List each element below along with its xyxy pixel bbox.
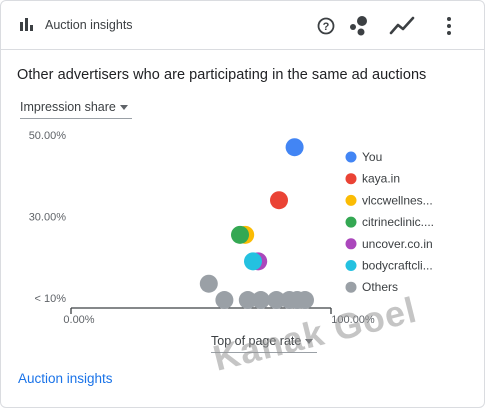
data-point xyxy=(251,291,270,310)
legend-label: bodycraftcli... xyxy=(362,259,433,273)
card-title: Auction insights xyxy=(45,18,133,32)
legend-label: You xyxy=(362,150,382,164)
more-vert-icon[interactable] xyxy=(436,13,462,39)
y-tick-label: 50.00% xyxy=(29,130,67,142)
legend-label: vlccwellnes... xyxy=(362,193,433,207)
legend-marker xyxy=(345,194,357,206)
y-metric-label: Impression share xyxy=(20,100,116,114)
legend-marker xyxy=(345,281,357,293)
x-metric-dropdown[interactable]: Top of page rate xyxy=(211,334,318,353)
data-point xyxy=(285,138,304,157)
chevron-down-icon xyxy=(119,105,128,111)
data-point xyxy=(199,274,218,293)
legend-marker xyxy=(345,216,357,228)
data-point xyxy=(267,291,286,310)
y-tick-label: < 10% xyxy=(35,293,67,305)
data-point xyxy=(270,191,288,210)
data-point xyxy=(215,291,234,310)
legend-marker xyxy=(345,238,357,250)
scatter-icon[interactable] xyxy=(346,13,372,39)
legend-label: kaya.in xyxy=(362,172,400,186)
data-point xyxy=(238,291,257,310)
bar-chart-icon xyxy=(20,18,33,31)
x-metric-label: Top of page rate xyxy=(211,334,302,348)
x-tick-label: 0.00% xyxy=(63,314,94,326)
y-metric-dropdown[interactable]: Impression share xyxy=(20,100,132,119)
card-header: Auction insights ? xyxy=(1,1,484,50)
card-subtitle: Other advertisers who are participating … xyxy=(17,67,427,83)
auction-insights-link[interactable]: Auction insights xyxy=(18,371,113,386)
data-point xyxy=(231,225,249,244)
data-point xyxy=(296,291,314,310)
svg-text:?: ? xyxy=(323,21,330,33)
chevron-down-icon xyxy=(305,339,314,345)
legend-marker xyxy=(345,260,357,271)
legend-label: uncover.co.in xyxy=(362,237,433,251)
trend-icon[interactable] xyxy=(389,13,415,39)
scatter-chart: < 10% 30.00% 50.00% 0.00% 100.00% You kaya.in v… xyxy=(29,130,434,326)
x-tick-label: 100.00% xyxy=(331,314,375,326)
legend-label: Others xyxy=(362,280,398,294)
legend-marker xyxy=(345,173,357,185)
data-point xyxy=(244,252,262,271)
legend-marker xyxy=(345,151,357,163)
y-tick-label: 30.00% xyxy=(29,212,67,224)
legend-label: citrineclinic.... xyxy=(362,215,434,229)
help-icon[interactable]: ? xyxy=(313,13,339,39)
